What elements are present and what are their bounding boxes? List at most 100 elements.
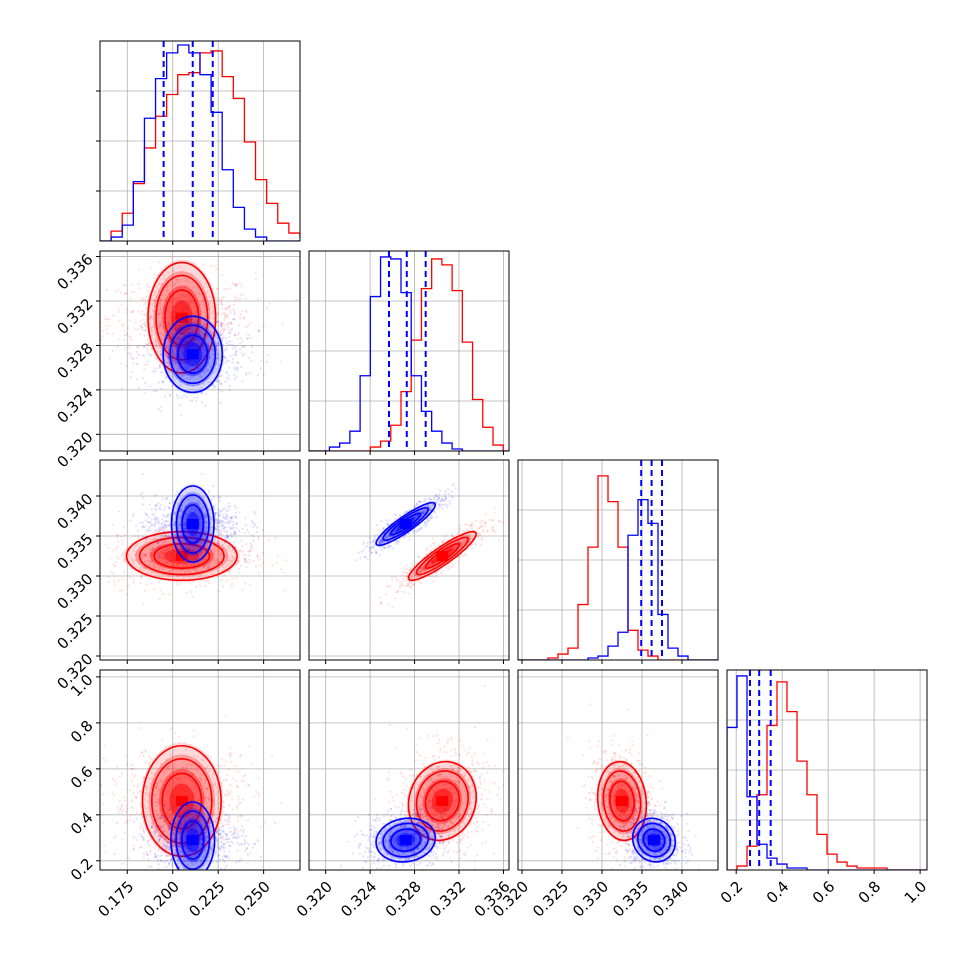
scatter-point [143,324,146,327]
scatter-point [165,365,169,368]
scatter-point [431,516,434,519]
scatter-point [192,729,195,732]
scatter-point [127,343,130,346]
scatter-point [446,488,450,491]
scatter-point [461,544,464,547]
scatter-point [425,525,428,528]
scatter-point [157,520,160,523]
scatter-point [262,325,265,328]
scatter-point [178,297,181,300]
scatter-point [141,503,145,506]
scatter-point [189,332,192,335]
scatter-point [197,333,200,336]
panel-0-0 [96,40,301,245]
scatter-point [167,550,171,553]
scatter-point [213,385,217,388]
scatter-point [161,568,164,571]
scatter-point [366,541,369,544]
scatter-point [143,345,146,348]
scatter-point [194,508,198,511]
scatter-point [122,322,125,326]
scatter-point [207,362,210,365]
scatter-point [150,521,153,524]
scatter-point [206,526,209,529]
scatter-point [204,832,207,835]
scatter-point [196,755,199,758]
scatter-point [421,512,424,515]
scatter-point [493,506,496,509]
scatter-point [159,504,162,507]
scatter-point [375,524,378,527]
scatter-point [142,838,145,842]
scatter-point [149,551,152,554]
scatter-point [162,525,165,528]
scatter-point [225,515,228,518]
scatter-point [166,496,169,499]
scatter-point [202,795,205,799]
scatter-point [203,797,207,800]
scatter-point [214,511,217,514]
scatter-point [151,546,155,550]
scatter-point [254,512,257,515]
scatter-point [123,347,126,350]
contour-line [125,530,238,582]
scatter-point [160,523,163,526]
scatter-point [165,550,168,553]
scatter-point [230,751,233,755]
scatter-point [203,332,206,335]
scatter-point [441,540,444,543]
scatter-point [204,795,207,799]
scatter-point [144,298,147,301]
scatter-point [215,379,219,383]
scatter-point [213,334,216,337]
scatter-point [216,832,219,835]
scatter-point [226,505,230,508]
scatter-point [130,571,133,575]
scatter-point [199,279,202,283]
scatter-point [219,510,223,513]
scatter-point [130,763,133,766]
scatter-point [176,490,179,493]
scatter-point [216,343,219,346]
scatter-point [183,340,187,343]
scatter-point [452,483,455,486]
scatter-point [151,370,154,373]
scatter-point [177,524,180,528]
scatter-point [246,862,249,865]
scatter-point [228,306,231,309]
scatter-point [158,545,161,548]
scatter-point [136,282,140,286]
scatter-point [207,567,210,570]
scatter-point [453,546,456,549]
scatter-point [199,764,202,767]
scatter-point [189,570,192,574]
scatter-point [128,819,131,822]
scatter-point [206,566,210,569]
scatter-point [151,537,154,541]
scatter-point [217,521,220,525]
scatter-point [245,553,248,556]
scatter-point [404,571,407,575]
scatter-point [199,777,202,780]
histogram-step [100,50,300,241]
scatter-point [159,405,163,409]
scatter-point [163,523,167,526]
scatter-point [142,826,145,829]
scatter-point [140,824,144,828]
density-peak [186,519,199,529]
scatter-point [177,368,180,372]
scatter-point [198,517,202,520]
scatter-point [229,505,232,508]
scatter-point [111,791,114,794]
scatter-point [201,541,204,544]
scatter-point [210,532,213,535]
scatter-point [242,828,245,831]
scatter-point [183,521,186,524]
scatter-point [183,339,187,343]
scatter-point [165,375,168,378]
scatter-point [144,343,147,346]
scatter-point [152,276,155,280]
scatter-point [216,524,219,527]
scatter-point [158,552,161,555]
scatter-point [159,410,163,413]
